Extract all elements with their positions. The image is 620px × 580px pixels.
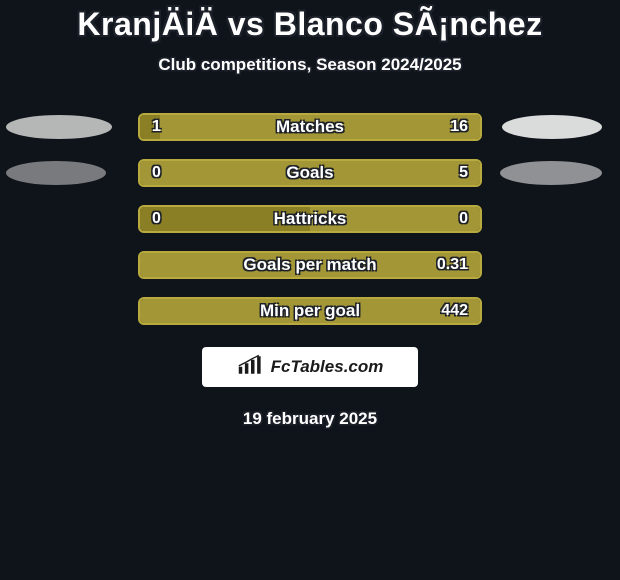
stat-row: 0.31Goals per match [0, 251, 620, 279]
stat-rows: 116Matches 05Goals 00Hattricks 0.31Goals pe… [0, 113, 620, 325]
source-badge: FcTables.com [202, 347, 418, 387]
stat-row: 116Matches [0, 113, 620, 141]
flag-ellipse-right [500, 161, 602, 185]
date-text: 19 february 2025 [243, 409, 377, 429]
flag-ellipse-left [6, 115, 112, 139]
page-subtitle: Club competitions, Season 2024/2025 [158, 55, 461, 75]
source-badge-text: FcTables.com [271, 357, 384, 377]
stat-bar-left-fill [140, 115, 160, 139]
stat-bar-right-fill [160, 115, 480, 139]
stat-bar-right-fill [310, 207, 480, 231]
flag-ellipse-left [6, 161, 106, 185]
bar-chart-icon [237, 354, 265, 381]
stat-bar-right-fill [140, 161, 480, 185]
page-title: KranjÄiÄ vs Blanco SÃ¡nchez [77, 6, 542, 43]
stat-row: 00Hattricks [0, 205, 620, 233]
stat-bar-right-fill [140, 253, 480, 277]
stat-bar: 05Goals [138, 159, 482, 187]
stat-bar: 442Min per goal [138, 297, 482, 325]
stat-bar: 0.31Goals per match [138, 251, 482, 279]
flag-ellipse-right [502, 115, 602, 139]
stat-row: 05Goals [0, 159, 620, 187]
stat-row: 442Min per goal [0, 297, 620, 325]
stat-bar-right-fill [140, 299, 480, 323]
stat-bar: 00Hattricks [138, 205, 482, 233]
comparison-card: KranjÄiÄ vs Blanco SÃ¡nchez Club competi… [0, 0, 620, 580]
stat-bar: 116Matches [138, 113, 482, 141]
stat-bar-left-fill [140, 207, 310, 231]
